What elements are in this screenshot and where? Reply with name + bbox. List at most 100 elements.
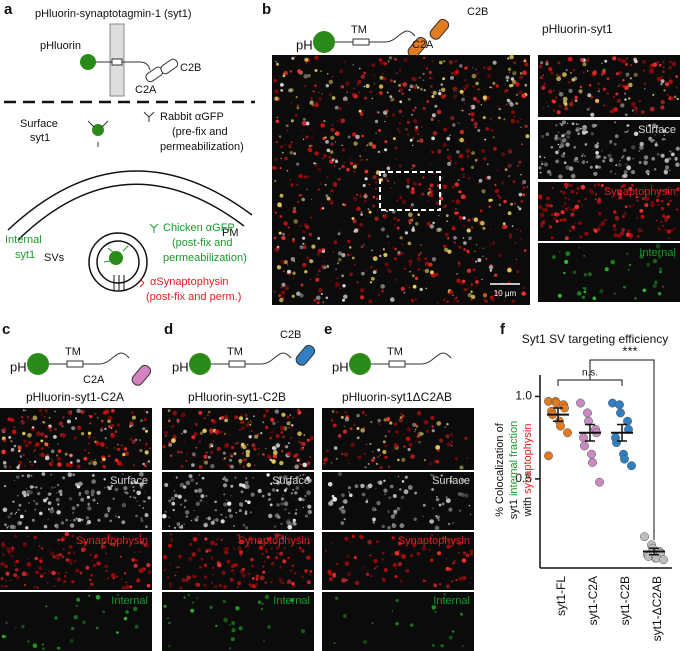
- puncta: [582, 286, 585, 290]
- puncta: [371, 144, 377, 149]
- puncta: [75, 568, 80, 573]
- puncta: [32, 415, 38, 421]
- puncta: [664, 188, 669, 193]
- puncta: [40, 575, 43, 578]
- puncta: [609, 140, 613, 144]
- puncta: [304, 270, 308, 274]
- puncta: [223, 493, 225, 496]
- puncta: [194, 489, 198, 493]
- puncta: [612, 224, 617, 228]
- puncta: [461, 645, 464, 647]
- puncta: [314, 103, 319, 108]
- puncta: [477, 129, 481, 132]
- puncta: [363, 85, 366, 88]
- puncta: [26, 535, 29, 538]
- puncta: [299, 245, 304, 250]
- puncta: [56, 646, 60, 650]
- puncta: [168, 516, 170, 519]
- puncta: [335, 131, 340, 136]
- puncta: [452, 630, 455, 633]
- puncta: [420, 126, 423, 128]
- puncta: [437, 519, 440, 521]
- puncta: [447, 125, 450, 128]
- puncta: [328, 577, 333, 582]
- puncta: [304, 569, 308, 573]
- puncta: [275, 556, 279, 560]
- antibody-icon: [139, 278, 145, 288]
- puncta: [168, 644, 171, 648]
- puncta: [50, 551, 55, 556]
- puncta: [582, 126, 587, 132]
- puncta: [626, 232, 629, 236]
- puncta: [290, 257, 295, 262]
- puncta: [447, 161, 452, 166]
- puncta: [435, 445, 441, 450]
- puncta: [66, 419, 71, 424]
- puncta: [454, 211, 458, 215]
- puncta: [242, 465, 245, 469]
- puncta: [615, 72, 620, 76]
- puncta: [144, 442, 148, 446]
- puncta: [235, 606, 240, 611]
- puncta: [660, 199, 664, 203]
- puncta: [181, 432, 183, 435]
- puncta: [430, 77, 433, 80]
- puncta: [405, 436, 411, 442]
- puncta: [618, 70, 623, 75]
- puncta: [302, 506, 304, 509]
- puncta: [75, 482, 79, 487]
- puncta: [393, 246, 396, 249]
- puncta: [449, 290, 454, 295]
- puncta: [270, 482, 273, 485]
- puncta: [431, 474, 435, 478]
- puncta: [84, 449, 86, 452]
- puncta: [242, 458, 247, 462]
- puncta: [341, 509, 346, 514]
- label: C2B: [467, 6, 488, 18]
- puncta: [609, 141, 612, 145]
- puncta: [90, 582, 94, 586]
- puncta: [436, 421, 442, 426]
- puncta: [395, 598, 399, 603]
- puncta: [280, 83, 284, 87]
- puncta: [571, 225, 576, 230]
- puncta: [12, 500, 15, 503]
- puncta: [643, 190, 647, 194]
- puncta: [273, 236, 277, 240]
- puncta: [638, 161, 642, 164]
- puncta: [510, 118, 515, 124]
- puncta: [54, 427, 57, 431]
- puncta: [77, 464, 81, 469]
- puncta: [415, 125, 419, 129]
- puncta: [541, 225, 544, 228]
- puncta: [57, 449, 62, 453]
- puncta: [13, 425, 16, 429]
- puncta: [462, 216, 466, 220]
- puncta: [120, 578, 123, 580]
- puncta: [466, 154, 470, 158]
- tm: [111, 58, 123, 66]
- puncta: [408, 212, 413, 217]
- puncta: [626, 165, 632, 171]
- puncta: [478, 178, 483, 183]
- puncta: [9, 579, 12, 581]
- puncta: [394, 158, 396, 160]
- puncta: [281, 449, 284, 453]
- puncta: [556, 212, 560, 217]
- puncta: [303, 245, 307, 249]
- puncta: [432, 644, 435, 647]
- puncta: [448, 635, 453, 640]
- puncta: [298, 546, 302, 550]
- puncta: [117, 423, 121, 427]
- puncta: [416, 552, 421, 556]
- puncta: [139, 540, 144, 545]
- puncta: [372, 195, 376, 199]
- label: TM: [387, 346, 403, 358]
- puncta: [289, 179, 292, 181]
- puncta: [281, 290, 286, 295]
- puncta: [317, 248, 323, 254]
- puncta: [43, 415, 46, 418]
- puncta: [603, 220, 606, 222]
- puncta: [116, 460, 122, 466]
- puncta: [277, 515, 281, 519]
